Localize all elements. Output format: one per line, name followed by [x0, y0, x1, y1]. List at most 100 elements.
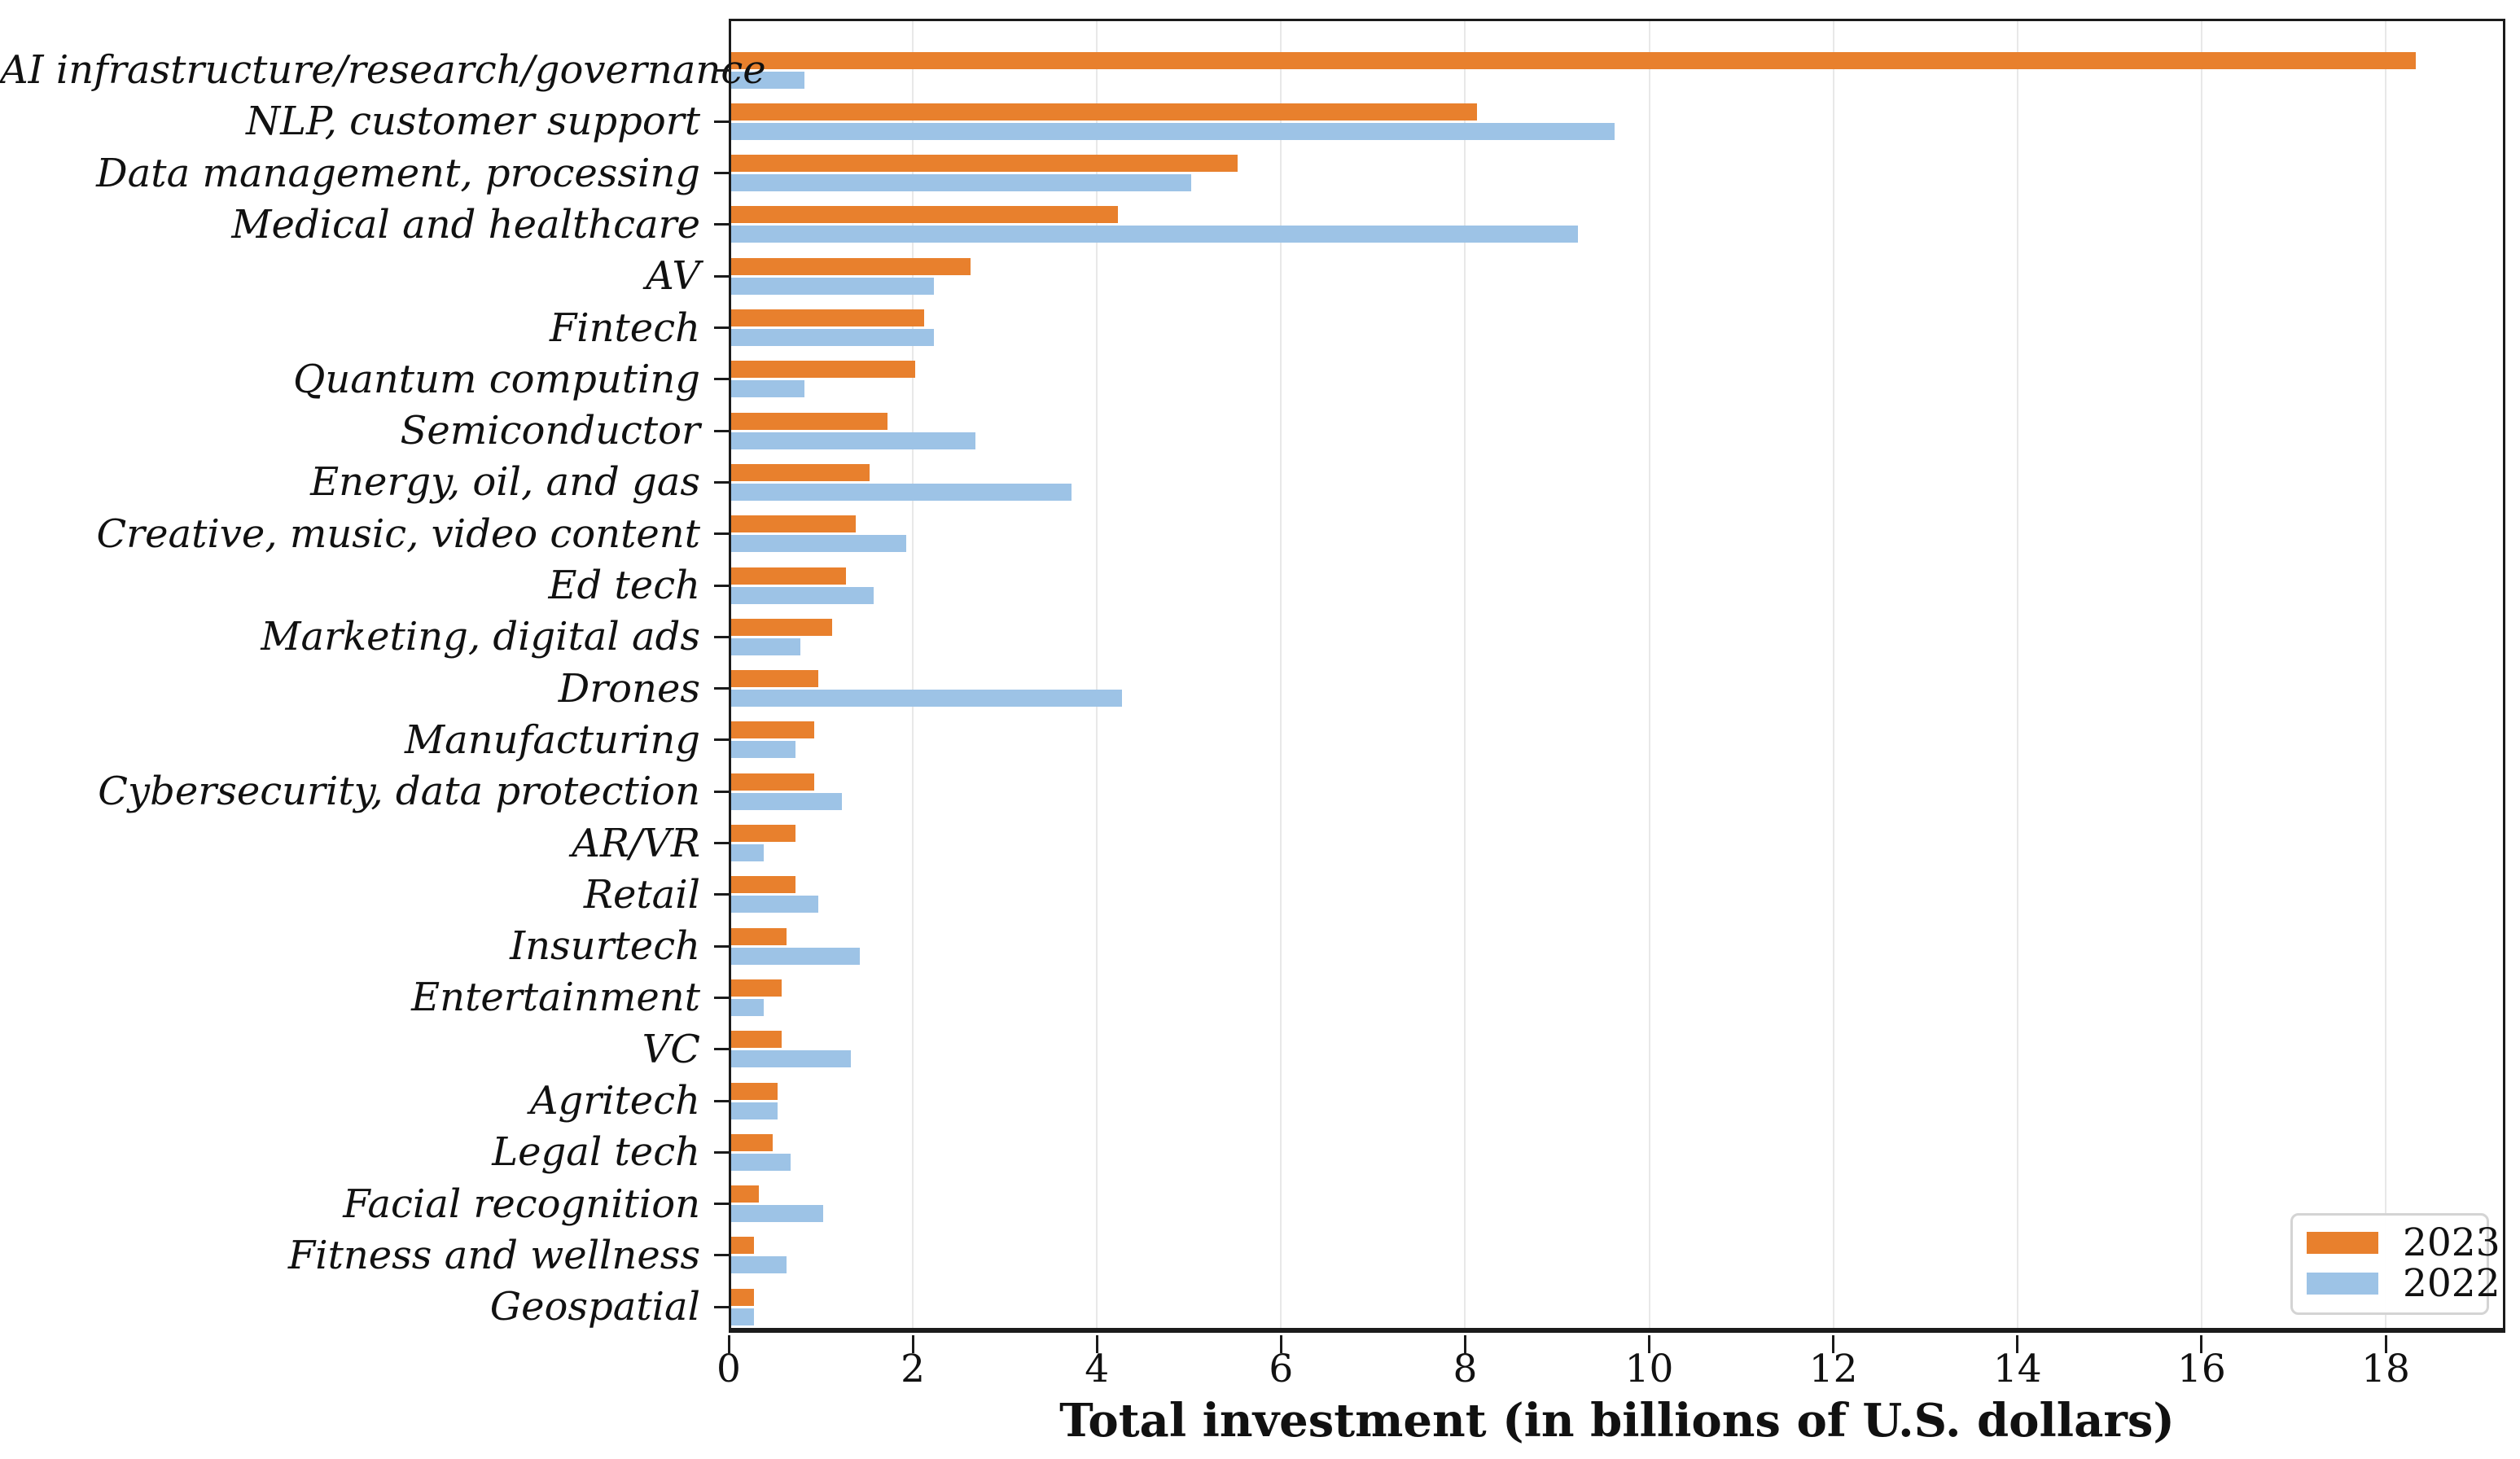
x-tick-mark [1463, 1335, 1466, 1353]
y-tick-mark [714, 842, 729, 844]
x-tick-label: 6 [1269, 1347, 1294, 1391]
category-label: Medical and healthcare [231, 201, 700, 248]
bar-2022 [731, 483, 1072, 501]
y-tick-mark [714, 274, 729, 278]
bar-2022 [731, 998, 764, 1016]
category-label: Energy, oil, and gas [310, 459, 700, 506]
x-tick-label: 2 [901, 1347, 926, 1391]
y-tick-mark [714, 223, 729, 226]
bar-2022 [731, 226, 1579, 243]
bar-2023 [731, 927, 787, 945]
category-label: AR/VR [572, 820, 700, 866]
bar-2023 [731, 1185, 759, 1203]
bar-2023 [731, 876, 796, 894]
bar-2022 [731, 329, 934, 346]
bar-2022 [731, 947, 861, 965]
x-tick-mark [2016, 1335, 2019, 1353]
y-tick-mark [714, 120, 729, 123]
bar-2023 [731, 463, 870, 481]
x-tick-mark [1095, 1335, 1098, 1353]
category-label: Insurtech [510, 923, 700, 970]
x-tick-mark [727, 1335, 730, 1353]
category-label: Agritech [529, 1078, 700, 1124]
legend-label: 2022 [2403, 1261, 2500, 1306]
category-label: Drones [558, 665, 700, 712]
y-tick-mark [714, 68, 729, 72]
y-tick-mark [714, 378, 729, 381]
gridline-x-14 [2016, 21, 2018, 1328]
bar-2022 [731, 792, 842, 810]
category-label: Geospatial [489, 1284, 700, 1330]
x-axis-title: Total investment (in billions of U.S. do… [1059, 1394, 2175, 1448]
category-label: Fintech [549, 305, 700, 351]
x-tick-label: 4 [1085, 1347, 1110, 1391]
bar-2023 [731, 155, 1238, 173]
bar-2023 [731, 103, 1477, 120]
bar-2022 [731, 1050, 851, 1068]
y-tick-mark [714, 1203, 729, 1206]
bar-2022 [731, 380, 805, 398]
category-label: Semiconductor [400, 408, 700, 454]
bar-2022 [731, 277, 934, 295]
bar-2023 [731, 825, 796, 842]
bar-2022 [731, 896, 819, 914]
x-tick-mark [2384, 1335, 2387, 1353]
category-label: AV [646, 253, 700, 300]
bar-2023 [731, 206, 1118, 224]
y-tick-mark [714, 687, 729, 690]
y-tick-mark [714, 1048, 729, 1051]
category-label: Data management, processing [96, 150, 700, 196]
bar-2023 [731, 773, 814, 791]
gridline-x-12 [1832, 21, 1834, 1328]
y-tick-mark [714, 1254, 729, 1257]
y-tick-mark [714, 1099, 729, 1102]
y-tick-mark [714, 1305, 729, 1308]
bar-2023 [731, 618, 833, 636]
gridline-x-10 [1648, 21, 1650, 1328]
bar-2022 [731, 844, 764, 861]
y-tick-mark [714, 893, 729, 896]
y-tick-mark [714, 584, 729, 587]
x-tick-mark [1648, 1335, 1651, 1353]
y-tick-mark [714, 429, 729, 432]
legend-swatch-2022 [2307, 1273, 2378, 1295]
plot-area [729, 19, 2505, 1333]
category-label: Retail [583, 871, 700, 918]
gridline-x-18 [2385, 21, 2387, 1328]
x-tick-label: 0 [717, 1347, 741, 1391]
category-label: Legal tech [492, 1129, 700, 1176]
category-label: Cybersecurity, data protection [98, 769, 700, 815]
bar-2022 [731, 71, 805, 89]
x-tick-label: 14 [1992, 1347, 2042, 1391]
legend-item-2023: 2023 [2293, 1224, 2500, 1262]
legend-label: 2023 [2403, 1220, 2500, 1265]
x-tick-mark [1832, 1335, 1835, 1353]
bar-2022 [731, 1153, 791, 1171]
gridline-x-16 [2200, 21, 2202, 1328]
bar-2023 [731, 670, 819, 688]
bar-2022 [731, 535, 906, 553]
bar-2022 [731, 122, 1615, 140]
x-tick-label: 12 [1808, 1347, 1858, 1391]
bar-2022 [731, 690, 1123, 708]
bar-2023 [731, 1133, 773, 1151]
category-label: Marketing, digital ads [261, 614, 700, 660]
category-label: VC [642, 1026, 700, 1072]
y-tick-mark [714, 172, 729, 175]
bar-2022 [731, 1205, 824, 1223]
category-label: Fitness and wellness [287, 1232, 700, 1278]
x-tick-mark [2200, 1335, 2203, 1353]
x-tick-mark [911, 1335, 914, 1353]
y-tick-mark [714, 635, 729, 638]
bar-2023 [731, 412, 888, 430]
bar-2023 [731, 1031, 782, 1049]
y-tick-mark [714, 1150, 729, 1154]
y-tick-mark [714, 532, 729, 536]
bar-2023 [731, 515, 856, 533]
y-tick-mark [714, 326, 729, 329]
bar-2023 [731, 1237, 755, 1255]
category-label: Manufacturing [405, 716, 700, 763]
category-label: Creative, music, video content [96, 510, 700, 557]
y-tick-mark [714, 738, 729, 742]
